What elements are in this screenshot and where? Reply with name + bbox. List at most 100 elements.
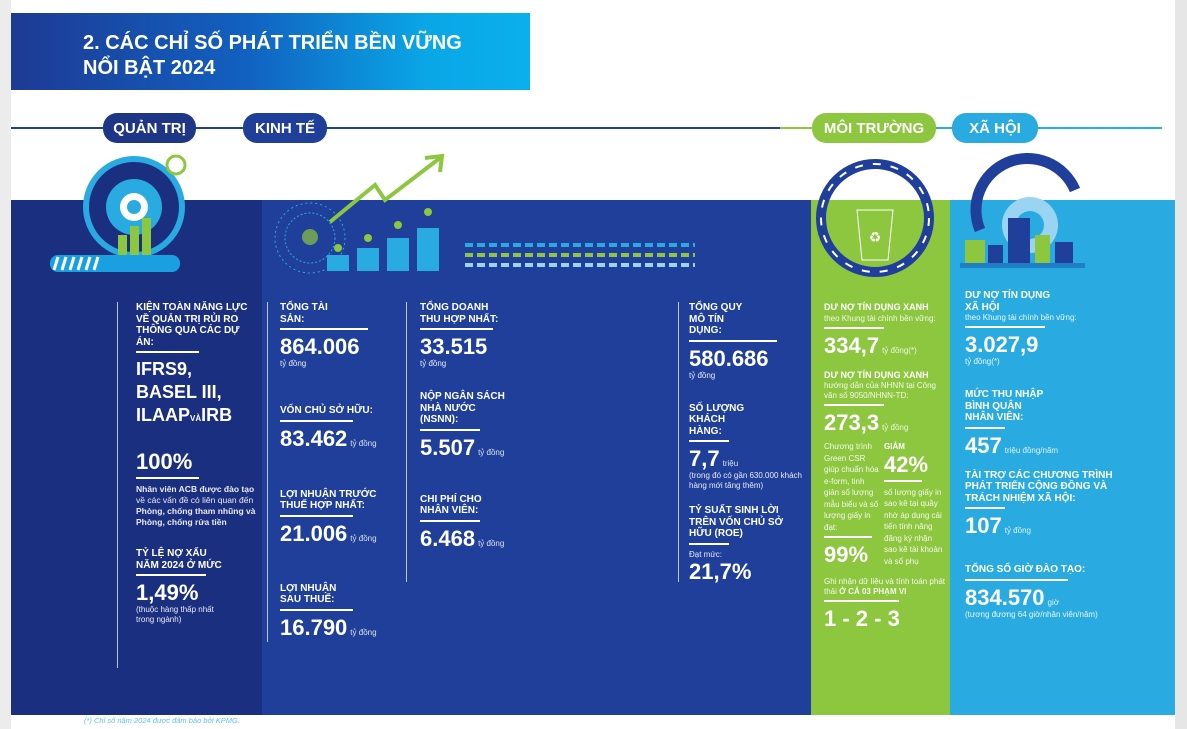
economy-growth-illustration-icon <box>274 153 695 274</box>
training-bold-1: Nhân viên ACB được đào tạo <box>136 484 255 494</box>
credit-label: TỔNG QUY MÔ TÍN DỤNG: <box>689 302 743 336</box>
social-credit-label: DƯ NỢ TÍN DỤNG XÃ HỘI <box>965 290 1051 313</box>
npl-note: (thuộc hàng thấp nhất trong ngành) <box>136 605 214 624</box>
unit: triệu đồng/năm <box>1004 445 1059 455</box>
social-credit-value: 3.027,9 <box>965 332 1039 357</box>
title-line-1: 2. CÁC CHỈ SỐ PHÁT TRIỂN BỀN VỮNG <box>83 32 462 54</box>
emission-scope-text: Ghi nhận dữ liệu và tính toán phát thải … <box>824 577 948 597</box>
pbt-label: LỢI NHUẬN TRƯỚC THUẾ HỢP NHẤT: <box>280 488 377 512</box>
divider <box>406 302 407 582</box>
tax-label: NỘP NGÂN SÁCH NHÀ NƯỚC (NSNN): <box>420 391 505 425</box>
divider <box>267 302 268 642</box>
green-credit-value: 334,7 <box>824 332 880 358</box>
green-csr-value: 99% <box>824 542 869 567</box>
page-margin-right <box>1175 0 1187 729</box>
unit: triệu <box>722 459 739 468</box>
project-basel: BASEL III, <box>136 382 222 402</box>
environment-recycle-illustration-icon: ♻ <box>816 159 934 277</box>
green-credit-sbv-value: 273,3 <box>824 410 880 435</box>
emission-scope-value: 1 - 2 - 3 <box>824 606 900 631</box>
unit: tỷ đồng <box>689 370 716 380</box>
training-hours-value: 834.570 <box>965 584 1045 610</box>
roe-label: TỶ SUẤT SINH LỜI TRÊN VỐN CHỦ SỞ HỮU (RO… <box>689 505 784 539</box>
environment-stats: DƯ NỢ TÍN DỤNG XANH theo Khung tài chính… <box>824 302 948 631</box>
training-text: Nhân viên ACB được đào tạo về các vấn đề… <box>136 484 256 528</box>
risk-projects-list: IFRS9, BASEL III, ILAAPVÀIRB <box>136 358 256 430</box>
reduce-value: 42% <box>884 451 929 477</box>
total-assets-label: TỔNG TÀI SẢN: <box>280 302 328 325</box>
revenue-value: 33.515 <box>420 334 488 359</box>
divider <box>117 302 118 668</box>
section-banner: 2. CÁC CHỈ SỐ PHÁT TRIỂN BỀN VỮNG NỔI BẬ… <box>11 13 530 90</box>
unit: tỷ đồng <box>478 538 505 548</box>
pat-value: 16.790 <box>280 614 348 640</box>
revenue-label: TỔNG DOANH THU HỢP NHẤT: <box>420 302 499 325</box>
project-ifrs9: IFRS9, <box>136 359 193 379</box>
governance-panel <box>11 200 262 715</box>
timeline-rule-light <box>930 127 1162 129</box>
training-hours-label: TỔNG SỐ GIỜ ĐÀO TẠO: <box>965 564 1086 575</box>
social-stats: DƯ NỢ TÍN DỤNG XÃ HỘI theo Khung tài chí… <box>965 290 1115 620</box>
green-credit-sbv-sub: hướng dẫn của NHNN tại Công văn số 9050/… <box>824 381 936 400</box>
pbt-value: 21.006 <box>280 520 348 546</box>
green-credit-sub: theo Khung tài chính bền vững: <box>824 313 936 323</box>
income-value: 457 <box>965 432 1002 458</box>
social-credit-sub: theo Khung tài chính bền vững: <box>965 313 1077 322</box>
timeline-rule-blue <box>11 127 811 129</box>
customers-label: SỐ LƯỢNG KHÁCH HÀNG: <box>689 402 745 437</box>
unit: tỷ đồng <box>478 447 505 457</box>
unit: giờ <box>1047 597 1060 607</box>
governance-illustration-icon <box>50 154 187 272</box>
pillar-social: XÃ HỘI <box>952 113 1038 143</box>
credit-value: 580.686 <box>689 345 769 371</box>
pillar-economy: KINH TẾ <box>243 113 327 143</box>
social-panel <box>950 200 1175 715</box>
timeline-rule-green <box>780 127 820 129</box>
training-percent: 100% <box>136 449 193 474</box>
npl-value: 1,49% <box>136 580 199 605</box>
risk-projects-label: KIỆN TOÀN NĂNG LỰC VỀ QUẢN TRỊ RỦI RO TH… <box>136 302 248 348</box>
page-title: 2. CÁC CHỈ SỐ PHÁT TRIỂN BỀN VỮNG NỔI BẬ… <box>83 31 462 81</box>
training-bold-2: Phòng, chống tham nhũng và Phòng, chống … <box>136 506 256 527</box>
economy-panel <box>262 200 811 715</box>
pillar-governance: QUẢN TRỊ <box>103 113 196 143</box>
green-credit-sbv-label: DƯ NỢ TÍN DỤNG XANH <box>824 369 929 380</box>
unit: tỷ đồng <box>1004 526 1031 535</box>
svg-text:♻: ♻ <box>869 229 882 245</box>
governance-stats: KIỆN TOÀN NĂNG LỰC VỀ QUẢN TRỊ RỦI RO TH… <box>136 302 256 625</box>
customers-value: 7,7 <box>689 446 720 471</box>
total-assets-value: 864.006 <box>280 334 360 359</box>
page-margin-left <box>0 0 11 729</box>
divider <box>678 302 679 582</box>
scope-bold: Ở CẢ 03 PHẠM VI <box>839 587 907 596</box>
economy-col-1: TỔNG TÀI SẢN: 864.006 tỷ đồng VỐN CHỦ SỞ… <box>280 302 405 640</box>
roe-prefix: Đạt mức: <box>689 549 722 559</box>
project-irb: IRB <box>201 405 233 425</box>
unit: tỷ đồng <box>882 423 909 432</box>
unit: tỷ đồng <box>280 359 307 368</box>
income-label: MỨC THU NHẬP BÌNH QUÂN NHÂN VIÊN: <box>965 389 1044 423</box>
unit: tỷ đồng <box>420 359 447 368</box>
and-text: VÀ <box>190 414 202 423</box>
training-hours-note: (tương đương 64 giờ/nhân viên/năm) <box>965 609 1098 619</box>
pillar-environment: MÔI TRƯỜNG <box>812 113 936 143</box>
title-line-2: NỔI BẬT 2024 <box>83 57 216 79</box>
training-normal: về các vấn đề có liên quan đến <box>136 495 254 505</box>
economy-col-3: TỔNG QUY MÔ TÍN DỤNG: 580.686 tỷ đồng SỐ… <box>689 302 804 584</box>
staff-cost-value: 6.468 <box>420 525 476 551</box>
green-credit-label: DƯ NỢ TÍN DỤNG XANH <box>824 302 929 312</box>
tax-value: 5.507 <box>420 434 476 460</box>
csr-value: 107 <box>965 513 1002 538</box>
project-ilaap: ILAAP <box>136 405 190 425</box>
unit: tỷ đồng <box>350 438 377 448</box>
npl-label: TỶ LỆ NỢ XẤU NĂM 2024 Ở MỨC <box>136 548 222 571</box>
equity-value: 83.462 <box>280 425 348 451</box>
scope-text: Ghi nhận dữ liệu và tính toán phát thải <box>824 577 945 596</box>
staff-cost-label: CHI PHÍ CHO NHÂN VIÊN: <box>420 493 482 517</box>
unit: tỷ đồng(*) <box>965 357 1000 366</box>
roe-value: 21,7% <box>689 558 752 584</box>
pat-label: LỢI NHUẬN SAU THUẾ: <box>280 582 337 606</box>
unit: tỷ đồng <box>350 533 377 543</box>
footnote: (*) Chỉ số năm 2024 được đảm bảo bởi KPM… <box>84 716 240 725</box>
unit: tỷ đồng <box>350 627 377 637</box>
